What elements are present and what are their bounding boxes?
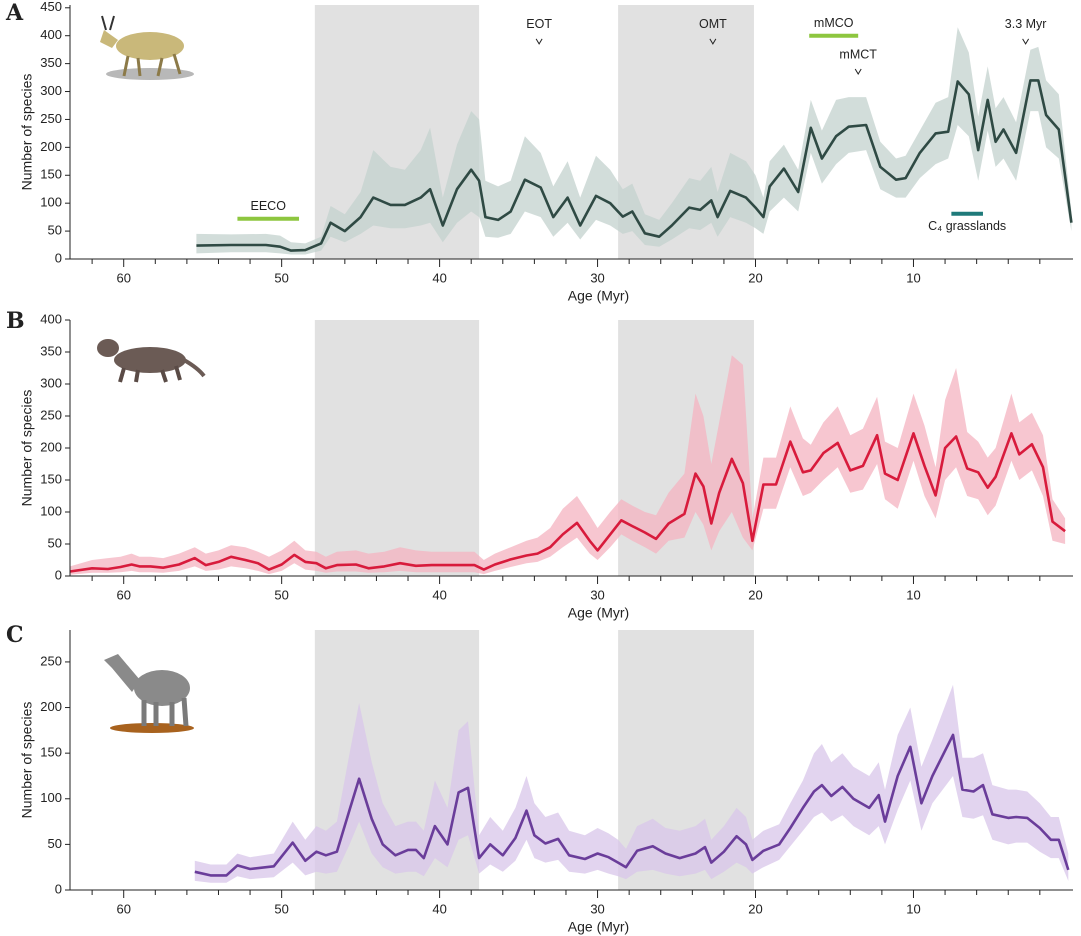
y-tick-label: 150 [40,471,62,486]
x-tick-label: 50 [274,901,288,916]
panel: 0 50 100 150 200 250 300 350 400 60 50 40 30 20 10 Age … [6,308,1073,621]
event-arrow [854,68,862,75]
y-tick-label: 350 [40,343,62,358]
y-tick-label: 50 [48,836,62,851]
y-tick-label: 200 [40,139,62,154]
x-tick-label: 20 [748,901,762,916]
y-tick-label: 200 [40,439,62,454]
y-tick-label: 0 [55,881,62,896]
x-tick-label: 30 [590,901,604,916]
event-label: 3.3 Myr [1005,17,1047,31]
panel: 0 50 100 150 200 250 300 350 400 450 60 50 40 30 20 10 A… [5,0,1073,304]
species-line [69,432,1066,573]
x-tick-label: 20 [748,587,762,602]
shaded-interval [314,320,480,576]
y-tick-label: 350 [40,55,62,70]
event-label: mMCO [814,16,854,30]
y-tick-label: 250 [40,111,62,126]
y-tick-label: 100 [40,503,62,518]
species-line [196,79,1073,252]
carnivore-illustration [97,339,206,383]
y-tick-label: 150 [40,745,62,760]
y-tick-label: 100 [40,790,62,805]
x-tick-label: 10 [906,587,920,602]
x-tick-label: 20 [748,270,762,285]
y-tick-label: 150 [40,167,62,182]
y-tick-label: 0 [55,567,62,582]
y-tick-label: 250 [40,407,62,422]
y-axis-title: Number of species [19,74,35,191]
x-tick-label: 60 [116,270,130,285]
species-line [194,733,1070,877]
event-label: OMT [699,17,727,31]
paraceratherium-illustration [104,654,194,733]
event-label: C₄ grasslands [928,219,1006,233]
y-tick-label: 300 [40,83,62,98]
y-tick-label: 450 [40,0,62,14]
x-axis-title: Age (Myr) [568,288,629,304]
y-tick-label: 400 [40,27,62,42]
y-tick-label: 250 [40,653,62,668]
x-axis-title: Age (Myr) [568,919,629,935]
x-tick-label: 50 [274,587,288,602]
y-tick-label: 50 [48,223,62,238]
x-tick-label: 60 [116,587,130,602]
y-tick-label: 50 [48,535,62,550]
x-tick-label: 10 [906,270,920,285]
x-tick-label: 60 [116,901,130,916]
confidence-band [196,27,1072,255]
confidence-band [194,684,1069,883]
x-tick-label: 50 [274,270,288,285]
y-axis-title: Number of species [19,702,35,819]
event-label: EOT [526,17,552,31]
x-tick-label: 10 [906,901,920,916]
y-tick-label: 100 [40,195,62,210]
panel-letter: C [6,622,24,648]
y-tick-label: 200 [40,699,62,714]
x-tick-label: 40 [432,901,446,916]
x-tick-label: 40 [432,270,446,285]
x-tick-label: 30 [590,270,604,285]
y-axis-title: Number of species [19,390,35,507]
y-tick-label: 300 [40,375,62,390]
event-arrow [535,38,543,45]
y-tick-label: 0 [55,250,62,265]
panel-letter: B [6,308,25,334]
event-arrow [709,38,717,45]
y-tick-label: 400 [40,311,62,326]
x-axis-title: Age (Myr) [568,605,629,621]
antelope-illustration [100,15,194,80]
x-tick-label: 30 [590,587,604,602]
panel: 0 50 100 150 200 250 60 50 40 30 20 10 Age (Myr) Numb… [6,622,1073,935]
confidence-band [70,355,1066,575]
event-label: EECO [251,199,287,213]
x-tick-label: 40 [432,587,446,602]
event-arrow [1022,38,1030,45]
panel-letter: A [5,0,24,26]
event-label: mMCT [839,47,877,61]
illustrations [97,15,206,733]
